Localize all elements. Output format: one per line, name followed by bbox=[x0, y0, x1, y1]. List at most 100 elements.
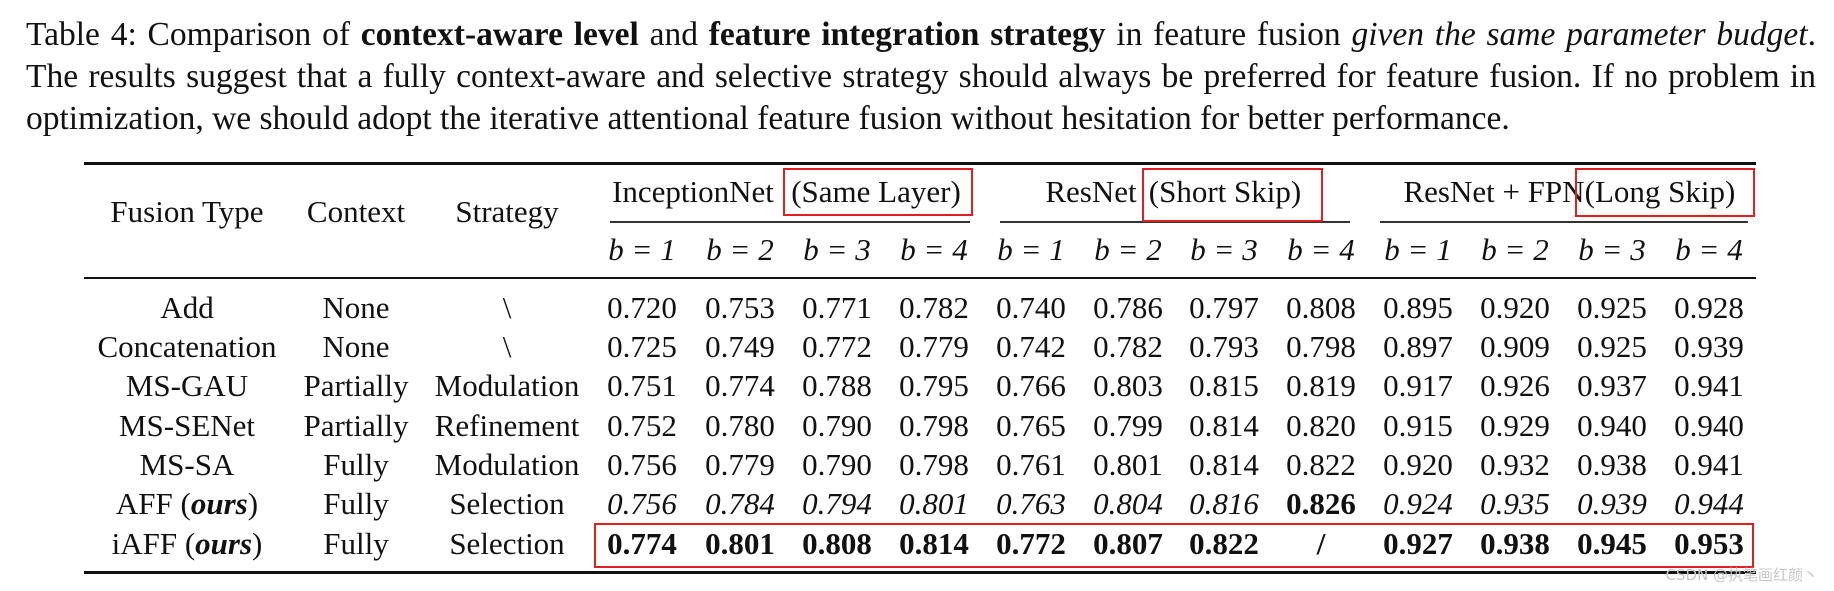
value-cell: 0.753 bbox=[705, 290, 775, 325]
value-cell: 0.763 bbox=[996, 486, 1066, 521]
b-label: b = 4 bbox=[1675, 232, 1743, 267]
caption-text: and bbox=[638, 16, 709, 53]
row-fusion-type: Add bbox=[160, 290, 213, 326]
highlight-box-long-skip bbox=[1575, 168, 1755, 217]
value-cell: 0.749 bbox=[705, 329, 775, 364]
b-label: b = 3 bbox=[1578, 232, 1646, 267]
value-cell: 0.774 bbox=[705, 368, 775, 403]
value-cell: 0.779 bbox=[705, 447, 775, 482]
fusion-type-name: MS-SENet bbox=[118, 408, 256, 443]
value-cell: 0.920 bbox=[1480, 290, 1550, 325]
value-cell: 0.915 bbox=[1383, 408, 1453, 443]
row-context: Fully bbox=[323, 447, 389, 482]
row-context: None bbox=[322, 290, 390, 325]
caption-bold-context: context-aware level bbox=[360, 16, 639, 53]
fusion-type-name: MS-SA bbox=[139, 447, 235, 482]
value-cell: 0.751 bbox=[607, 368, 677, 403]
value-cell: 0.798 bbox=[1286, 329, 1356, 364]
row-strategy: Selection bbox=[449, 486, 565, 521]
value-cell: 0.761 bbox=[996, 447, 1066, 482]
value-cell: 0.927 bbox=[1383, 526, 1453, 561]
value-cell: 0.816 bbox=[1189, 486, 1259, 521]
value-cell: 0.725 bbox=[607, 329, 677, 364]
b-label: b = 2 bbox=[706, 232, 774, 267]
group-boxed-resnet: (Short Skip) bbox=[1148, 174, 1302, 209]
row-fusion-type: iAFF (ours) bbox=[112, 526, 263, 562]
value-cell: 0.941 bbox=[1674, 447, 1744, 482]
value-cell: 0.822 bbox=[1286, 447, 1356, 482]
value-cell: 0.929 bbox=[1480, 408, 1550, 443]
group-rule-fpn bbox=[1380, 221, 1748, 223]
row-context: Partially bbox=[303, 368, 409, 403]
b-label: b = 2 bbox=[1094, 232, 1162, 267]
group-boxed-fpn: (Long Skip) bbox=[1584, 174, 1736, 209]
value-cell: 0.740 bbox=[996, 290, 1066, 325]
value-cell: 0.797 bbox=[1189, 290, 1259, 325]
value-cell: 0.780 bbox=[705, 408, 775, 443]
row-context: Fully bbox=[323, 486, 389, 521]
row-strategy: Selection bbox=[449, 526, 565, 561]
value-cell: 0.772 bbox=[996, 526, 1066, 561]
value-cell: 0.897 bbox=[1383, 329, 1453, 364]
value-cell: 0.940 bbox=[1577, 408, 1647, 443]
bottom-rule bbox=[84, 571, 1756, 574]
value-cell: 0.925 bbox=[1577, 290, 1647, 325]
value-cell: 0.925 bbox=[1577, 329, 1647, 364]
value-cell: 0.793 bbox=[1189, 329, 1259, 364]
ours-label: (ours) bbox=[177, 526, 263, 561]
value-cell: 0.935 bbox=[1480, 486, 1550, 521]
value-cell: 0.939 bbox=[1577, 486, 1647, 521]
value-cell: 0.798 bbox=[899, 447, 969, 482]
value-cell: 0.795 bbox=[899, 368, 969, 403]
highlight-box-same-layer bbox=[783, 168, 973, 216]
value-cell: 0.917 bbox=[1383, 368, 1453, 403]
value-cell: 0.804 bbox=[1093, 486, 1163, 521]
row-strategy: \ bbox=[502, 329, 512, 364]
caption-bold-strategy: feature integration strategy bbox=[708, 16, 1106, 53]
header-fusion-type: Fusion Type bbox=[110, 194, 264, 229]
group-name-inception: InceptionNet bbox=[612, 174, 774, 209]
value-cell: 0.774 bbox=[607, 526, 677, 561]
value-cell: 0.801 bbox=[705, 526, 775, 561]
row-context: Fully bbox=[323, 526, 389, 561]
value-cell: 0.786 bbox=[1093, 290, 1163, 325]
value-cell: 0.742 bbox=[996, 329, 1066, 364]
row-fusion-type: AFF (ours) bbox=[116, 486, 258, 522]
watermark: CSDN @执笔画红颜丶 bbox=[1665, 566, 1818, 584]
value-cell: 0.801 bbox=[899, 486, 969, 521]
value-cell: 0.941 bbox=[1674, 368, 1744, 403]
fusion-type-name: MS-GAU bbox=[125, 368, 249, 403]
value-cell: 0.920 bbox=[1383, 447, 1453, 482]
caption-text: in feature fusion bbox=[1105, 16, 1352, 53]
value-cell: 0.752 bbox=[607, 408, 677, 443]
caption-text: . The results suggest that a fully conte… bbox=[26, 16, 1816, 137]
row-strategy: Modulation bbox=[434, 368, 580, 403]
value-cell: / bbox=[1316, 526, 1326, 561]
value-cell: 0.756 bbox=[607, 447, 677, 482]
value-cell: 0.937 bbox=[1577, 368, 1647, 403]
value-cell: 0.790 bbox=[802, 408, 872, 443]
value-cell: 0.953 bbox=[1674, 526, 1744, 561]
value-cell: 0.790 bbox=[802, 447, 872, 482]
group-name-fpn: ResNet + FPN bbox=[1403, 174, 1585, 209]
value-cell: 0.814 bbox=[1189, 408, 1259, 443]
mid-rule bbox=[84, 277, 1756, 279]
value-cell: 0.945 bbox=[1577, 526, 1647, 561]
value-cell: 0.938 bbox=[1577, 447, 1647, 482]
value-cell: 0.799 bbox=[1093, 408, 1163, 443]
value-cell: 0.826 bbox=[1286, 486, 1356, 521]
value-cell: 0.928 bbox=[1674, 290, 1744, 325]
value-cell: 0.782 bbox=[899, 290, 969, 325]
b-label: b = 4 bbox=[900, 232, 968, 267]
value-cell: 0.939 bbox=[1674, 329, 1744, 364]
value-cell: 0.772 bbox=[802, 329, 872, 364]
value-cell: 0.766 bbox=[996, 368, 1066, 403]
b-label: b = 1 bbox=[1384, 232, 1452, 267]
value-cell: 0.895 bbox=[1383, 290, 1453, 325]
group-boxed-inception: (Same Layer) bbox=[791, 174, 961, 209]
value-cell: 0.819 bbox=[1286, 368, 1356, 403]
row-context: None bbox=[322, 329, 390, 364]
caption-text: Table 4: Comparison of bbox=[26, 16, 361, 53]
value-cell: 0.814 bbox=[899, 526, 969, 561]
fusion-type-name: iAFF bbox=[111, 526, 178, 561]
